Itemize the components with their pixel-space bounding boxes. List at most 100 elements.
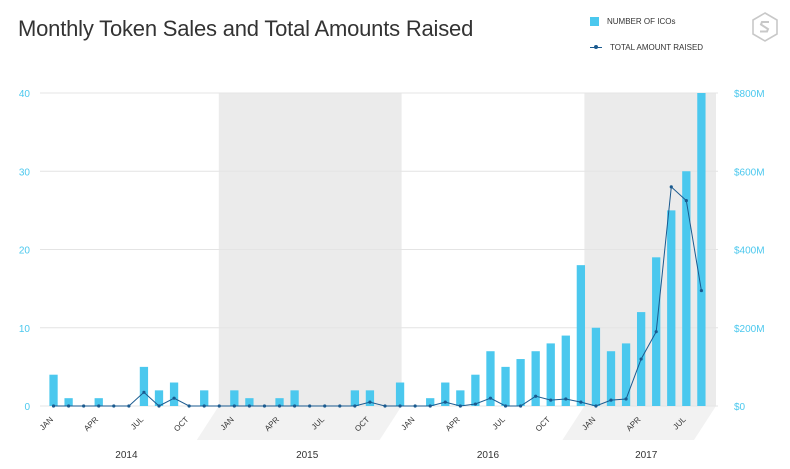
y-left-tick-label: 10 (19, 324, 31, 335)
x-month-tick-label: APR (82, 415, 100, 433)
line-point (187, 404, 191, 408)
bar (426, 398, 435, 406)
x-year-label: 2017 (635, 450, 658, 461)
line-point (503, 404, 508, 408)
line-point (684, 198, 688, 203)
line-point (534, 394, 538, 398)
bar (697, 93, 706, 406)
line-point (413, 404, 417, 408)
line-point (217, 404, 221, 408)
bar (516, 359, 525, 406)
legend-line-swatch (590, 42, 602, 52)
bar (94, 398, 103, 406)
y-right-tick-label: $200M (734, 324, 765, 335)
line-point (443, 400, 447, 404)
bar (275, 398, 284, 406)
bar (395, 382, 405, 406)
bar (591, 327, 601, 406)
bar (154, 390, 164, 406)
x-month-tick-label: OCT (534, 415, 552, 433)
line-point (564, 397, 568, 401)
y-left-tick-label: 20 (19, 246, 31, 257)
line-point (82, 404, 86, 408)
line-point (97, 404, 101, 408)
line-point (458, 404, 462, 408)
line-point (654, 330, 658, 334)
x-year-label: 2016 (477, 450, 500, 461)
y-left-tick-label: 0 (24, 402, 30, 413)
bar (200, 390, 209, 406)
bar (682, 171, 691, 406)
x-month-tick-label: JAN (399, 415, 416, 432)
bar (290, 390, 299, 406)
line-point (142, 390, 146, 394)
line-point (247, 404, 251, 408)
bar (139, 366, 149, 406)
y-right-tick-label: $400M (734, 246, 765, 257)
x-month-tick-label: JAN (38, 415, 55, 432)
line-point (112, 404, 116, 408)
bar (576, 265, 586, 406)
line-point (293, 404, 297, 408)
line-point (368, 400, 372, 404)
line-point (262, 404, 267, 408)
line-point (383, 404, 387, 408)
bar (501, 366, 510, 406)
bar (606, 351, 616, 406)
bar (531, 351, 540, 406)
y-left-tick-label: 30 (19, 167, 31, 178)
line-point (202, 404, 206, 408)
bar (365, 390, 375, 406)
line-point (353, 404, 357, 408)
line-point (157, 404, 161, 408)
line-point (579, 400, 583, 404)
bar (486, 351, 495, 406)
line-point (473, 402, 477, 406)
bar (49, 374, 58, 406)
bar (169, 382, 179, 406)
line-point (609, 398, 613, 402)
line-point (594, 404, 598, 408)
line-point (338, 404, 342, 408)
x-month-tick-label: APR (444, 415, 462, 433)
line-point (549, 398, 553, 402)
bar (471, 374, 480, 406)
line-point (51, 404, 56, 408)
page-title: Monthly Token Sales and Total Amounts Ra… (18, 16, 474, 41)
y-right-tick-label: $800M (734, 89, 765, 100)
bar (667, 210, 676, 406)
line-point (639, 357, 643, 361)
bar (64, 398, 73, 406)
legend-bar-swatch (590, 16, 599, 26)
bar (350, 390, 360, 406)
line-point (519, 404, 523, 408)
chart-legend: NUMBER OF ICOs TOTAL AMOUNT RAISED (590, 14, 703, 66)
x-year-label: 2014 (115, 450, 138, 461)
x-month-tick-label: JUL (129, 415, 146, 432)
y-left-tick-label: 40 (19, 89, 31, 100)
line-point (67, 404, 71, 408)
brand-logo-icon (752, 12, 778, 42)
x-month-tick-label: JUL (491, 415, 508, 432)
y-right-tick-label: $0 (734, 402, 746, 413)
legend-line-label: TOTAL AMOUNT RAISED (610, 42, 704, 52)
legend-bars-label: NUMBER OF ICOs (607, 16, 676, 26)
series-line (53, 185, 702, 407)
line-point (127, 404, 131, 408)
year-band-floor (196, 406, 402, 440)
bar (245, 398, 254, 406)
x-year-label: 2015 (296, 450, 319, 461)
bar (546, 343, 555, 406)
legend-item-bars: NUMBER OF ICOs (590, 14, 703, 28)
line-point (699, 288, 704, 293)
bar (230, 390, 239, 406)
line-point (323, 404, 327, 408)
bar (441, 382, 450, 406)
bar (561, 335, 570, 406)
line-point (669, 185, 673, 189)
line-point (428, 404, 432, 408)
line-point (488, 396, 493, 400)
line-point (398, 404, 402, 408)
line-point (172, 396, 176, 400)
